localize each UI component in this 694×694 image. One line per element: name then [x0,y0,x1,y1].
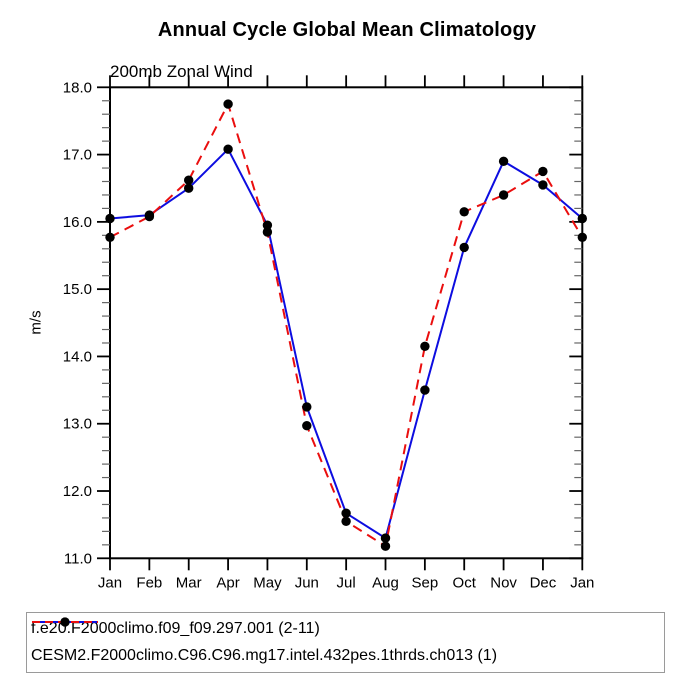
data-point-marker-s0 [302,402,312,412]
data-point-marker-s1 [577,232,587,242]
y-axis-tick-label: 14.0 [63,348,92,365]
data-point-marker-s1 [262,227,273,237]
data-point-marker-s0 [341,508,351,518]
data-point-marker-s1 [223,99,233,109]
legend-label-control-run: f.e20.F2000climo.f09_f09.297.001 (2-11) [31,620,320,637]
x-axis-tick-label: Jan [98,574,122,591]
data-point-marker-s0 [577,213,587,224]
data-point-marker-s1 [341,516,351,526]
y-axis-tick-label: 12.0 [63,483,92,500]
x-axis-tick-label: Feb [136,574,162,591]
x-axis-tick-label: Apr [216,574,239,591]
chart-title: Annual Cycle Global Mean Climatology [157,19,537,41]
series-line-0 [109,148,583,540]
y-axis-tick-label: 18.0 [63,79,92,96]
data-point-marker-s1 [420,341,430,351]
data-point-marker-s1 [105,232,115,242]
data-point-marker-s0 [420,385,430,395]
x-axis-tick-label: Oct [453,574,477,591]
y-axis-tick-label: 13.0 [63,416,92,433]
x-axis-tick-label: Mar [176,574,202,591]
series-line-1 [109,103,584,548]
data-point-marker-s1 [538,166,548,177]
plot-frame [109,86,584,560]
chart-subtitle: 200mb Zonal Wind [110,62,253,81]
x-axis-tick-label: Nov [490,574,517,591]
x-axis-tick-label: Jun [295,574,319,591]
y-axis-tick-label: 15.0 [63,281,92,298]
x-axis-tick-label: Aug [372,574,399,591]
data-point-marker-s0 [262,220,273,230]
x-axis-tick-label: Jul [337,574,356,591]
data-point-marker-s1 [144,211,155,222]
x-axis-tick-label: Dec [530,574,557,591]
legend: f.e20.F2000climo.f09_f09.297.001 (2-11) … [26,612,665,673]
x-axis-tick-label: Jan [570,574,594,591]
data-point-marker-s1 [459,207,469,217]
y-axis-tick-label: 17.0 [63,147,92,164]
legend-sample-dashed-line-icon [32,617,98,627]
x-axis-tick-label: Sep [412,574,439,591]
legend-row-test: CESM2.F2000climo.C96.C96.mg17.intel.432p… [27,617,664,669]
data-point-marker-s0 [538,180,548,190]
data-point-marker-s1 [498,190,509,200]
data-point-marker-s0 [184,183,194,193]
data-point-marker-s1 [184,175,194,185]
data-point-marker-s1 [302,421,312,431]
data-point-marker-s0 [380,533,391,543]
data-point-marker-s0 [105,213,115,224]
y-axis-tick-label: 11.0 [64,550,92,567]
data-point-marker-s0 [459,242,469,253]
data-point-marker-s0 [223,144,233,154]
data-point-marker-s0 [498,156,509,166]
data-point-marker-s1 [380,541,391,551]
legend-row-control: f.e20.F2000climo.f09_f09.297.001 (2-11) [27,616,664,642]
y-axis-tick-label: 16.0 [63,214,92,231]
x-axis-tick-label: May [253,574,282,591]
legend-label-test-run: CESM2.F2000climo.C96.C96.mg17.intel.432p… [31,647,498,664]
